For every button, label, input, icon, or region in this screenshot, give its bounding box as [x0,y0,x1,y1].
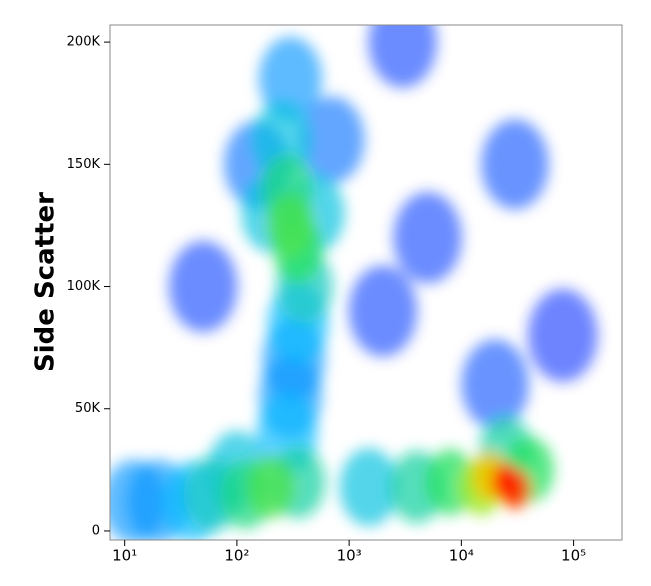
density-point [339,447,399,526]
density-point [246,455,295,519]
density-point [266,193,315,257]
x-tick-label: 10² [224,547,249,565]
density-point [492,464,521,501]
density-point [481,119,549,210]
density-point [461,339,529,430]
density-point [527,288,598,382]
density-point [393,192,462,284]
y-tick-label: 100K [67,279,101,294]
density-point [368,25,437,88]
density-point [299,96,365,184]
x-tick-label: 10⁴ [449,547,474,565]
density-point [168,240,238,333]
x-tick-label: 10¹ [112,547,137,565]
x-tick-label: 10³ [337,547,362,565]
density-point [348,265,418,357]
y-tick-label: 200K [67,35,101,50]
density-point [258,36,323,121]
y-tick-label: 0 [92,523,100,538]
y-tick-label: 50K [75,401,101,416]
density-layer [110,25,598,540]
y-axis-label: Side Scatter [31,192,61,372]
y-tick-label: 150K [67,157,101,172]
density-point [110,459,166,540]
plot-frame [109,24,623,541]
x-tick-label: 10⁵ [561,547,586,565]
